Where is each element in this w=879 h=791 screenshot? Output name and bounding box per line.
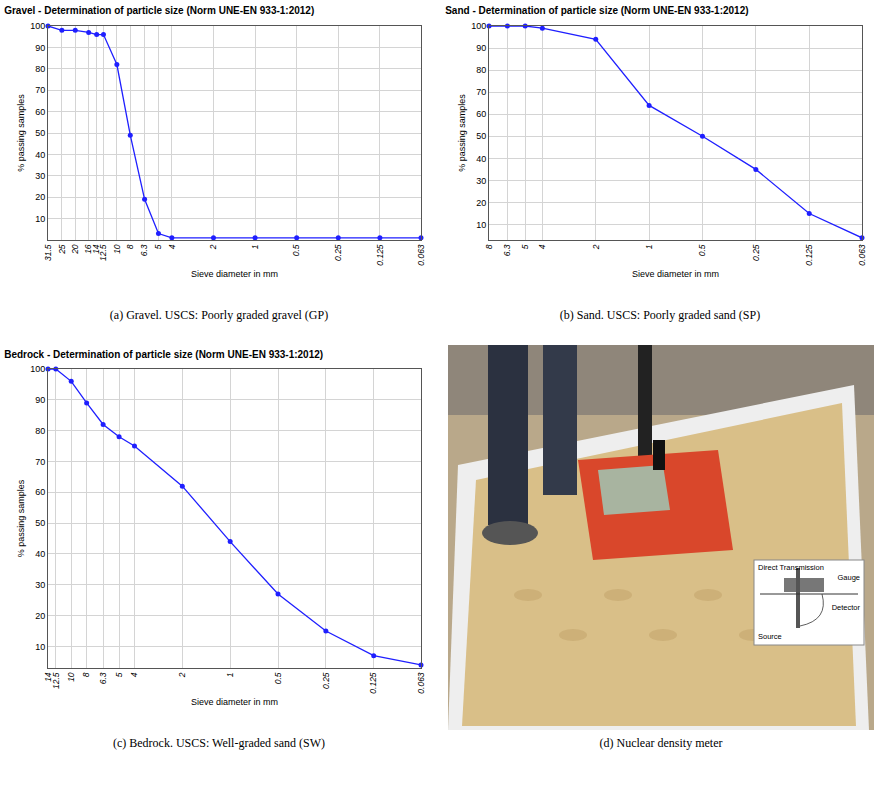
svg-text:50: 50 <box>35 128 45 138</box>
svg-text:70: 70 <box>35 457 45 467</box>
svg-text:0.25: 0.25 <box>321 672 331 689</box>
svg-text:Sieve diameter in mm: Sieve diameter in mm <box>191 697 278 707</box>
svg-text:10: 10 <box>66 672 76 682</box>
svg-text:Bedrock - Determination of par: Bedrock - Determination of particle size… <box>4 349 323 360</box>
svg-text:12.5: 12.5 <box>98 244 108 261</box>
svg-text:70: 70 <box>35 85 45 95</box>
svg-text:0.125: 0.125 <box>375 244 385 266</box>
svg-text:5: 5 <box>520 244 530 249</box>
svg-text:80: 80 <box>35 64 45 74</box>
svg-text:0.125: 0.125 <box>368 672 378 694</box>
svg-text:10: 10 <box>112 244 122 254</box>
svg-text:14: 14 <box>91 244 101 254</box>
svg-text:5: 5 <box>114 672 124 677</box>
svg-text:40: 40 <box>35 150 45 160</box>
svg-text:0.063: 0.063 <box>416 672 426 694</box>
svg-text:60: 60 <box>476 109 486 119</box>
svg-text:8: 8 <box>81 672 91 677</box>
svg-text:1: 1 <box>644 244 654 249</box>
svg-text:2: 2 <box>591 244 601 250</box>
svg-text:60: 60 <box>35 487 45 497</box>
svg-text:30: 30 <box>476 176 486 186</box>
svg-text:6.3: 6.3 <box>98 672 108 684</box>
svg-text:80: 80 <box>35 426 45 436</box>
svg-text:100: 100 <box>30 364 45 374</box>
svg-text:6.3: 6.3 <box>502 244 512 256</box>
html-text:(c) Bedrock. USCS: Well-graded: (c) Bedrock. USCS: Well-graded sand (SW) <box>112 736 325 750</box>
html-text:(a) Gravel. USCS: Poorly grade: (a) Gravel. USCS: Poorly graded gravel (… <box>109 308 329 322</box>
svg-text:8: 8 <box>125 244 135 249</box>
svg-text:31.5: 31.5 <box>43 244 53 261</box>
svg-text:8: 8 <box>484 244 494 249</box>
svg-text:20: 20 <box>476 198 486 208</box>
svg-text:2: 2 <box>177 672 187 678</box>
svg-text:Sieve diameter in mm: Sieve diameter in mm <box>191 269 278 279</box>
svg-text:90: 90 <box>476 43 486 53</box>
html-text:(d) Nuclear density meter: (d) Nuclear density meter <box>599 736 723 750</box>
svg-text:4: 4 <box>537 244 547 249</box>
svg-text:4: 4 <box>167 244 177 249</box>
svg-text:1: 1 <box>225 672 235 677</box>
svg-text:30: 30 <box>35 580 45 590</box>
svg-text:90: 90 <box>35 43 45 53</box>
svg-text:50: 50 <box>35 518 45 528</box>
svg-text:40: 40 <box>35 549 45 559</box>
svg-text:10: 10 <box>35 642 45 652</box>
svg-text:70: 70 <box>476 87 486 97</box>
svg-text:14: 14 <box>43 672 53 682</box>
svg-text:Sand - Determination of partic: Sand - Determination of particle size (N… <box>445 5 748 16</box>
svg-text:Source: Source <box>758 632 782 641</box>
svg-text:2: 2 <box>208 244 218 250</box>
svg-text:60: 60 <box>35 107 45 117</box>
svg-text:0.125: 0.125 <box>804 244 814 266</box>
svg-text:% passing samples: % passing samples <box>16 479 26 557</box>
svg-text:0.5: 0.5 <box>291 244 301 256</box>
svg-text:20: 20 <box>70 244 80 255</box>
svg-text:100: 100 <box>30 21 45 31</box>
svg-text:12.5: 12.5 <box>51 672 61 689</box>
svg-text:0.5: 0.5 <box>697 244 707 256</box>
svg-text:0.5: 0.5 <box>273 672 283 684</box>
svg-text:4: 4 <box>129 672 139 677</box>
svg-text:Gravel - Determination of part: Gravel - Determination of particle size … <box>4 5 314 16</box>
svg-text:10: 10 <box>35 214 45 224</box>
svg-text:0.063: 0.063 <box>857 244 867 266</box>
svg-text:16: 16 <box>83 244 93 254</box>
svg-text:0.063: 0.063 <box>416 244 426 266</box>
svg-text:0.25: 0.25 <box>333 244 343 261</box>
svg-text:10: 10 <box>476 220 486 230</box>
svg-text:0.25: 0.25 <box>751 244 761 261</box>
svg-text:50: 50 <box>476 131 486 141</box>
svg-text:30: 30 <box>35 171 45 181</box>
html-text:(b) Sand. USCS: Poorly graded: (b) Sand. USCS: Poorly graded sand (SP) <box>559 308 761 322</box>
svg-text:6.3: 6.3 <box>139 244 149 256</box>
svg-text:20: 20 <box>35 192 45 202</box>
svg-text:Direct Transmission: Direct Transmission <box>758 563 824 572</box>
svg-text:1: 1 <box>250 244 260 249</box>
svg-text:90: 90 <box>35 395 45 405</box>
svg-text:25: 25 <box>57 244 67 255</box>
svg-text:40: 40 <box>476 154 486 164</box>
svg-text:% passing samples: % passing samples <box>16 94 26 172</box>
svg-text:Gauge: Gauge <box>837 573 860 582</box>
svg-text:Sieve diameter in mm: Sieve diameter in mm <box>632 269 719 279</box>
svg-text:5: 5 <box>153 244 163 249</box>
svg-text:80: 80 <box>476 65 486 75</box>
svg-text:% passing samples: % passing samples <box>457 94 467 172</box>
svg-text:20: 20 <box>35 611 45 621</box>
svg-text:Detector: Detector <box>832 603 861 612</box>
svg-text:100: 100 <box>471 21 486 31</box>
